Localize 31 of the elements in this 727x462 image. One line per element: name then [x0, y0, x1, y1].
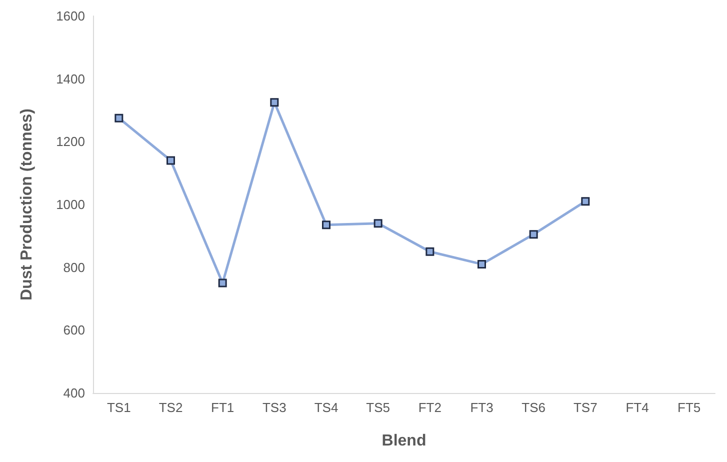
point — [218, 278, 227, 288]
y-tick-label: 1600 — [56, 8, 85, 24]
x-tick-label: TS5 — [366, 400, 390, 415]
point — [529, 230, 538, 239]
x-tick-label: TS3 — [262, 400, 286, 415]
x-tick-label: FT5 — [678, 400, 701, 415]
point — [270, 98, 279, 107]
point — [322, 220, 330, 230]
y-tick-label: 800 — [63, 260, 85, 275]
y-axis-title: Dust Production (tonnes) — [18, 108, 36, 300]
x-tick-label: FT1 — [211, 400, 234, 415]
x-tick-label: TS2 — [158, 400, 183, 415]
point — [426, 247, 434, 256]
x-axis-title: Blend — [382, 432, 426, 450]
x-tick-label: TS1 — [106, 400, 131, 415]
point — [374, 219, 382, 228]
point — [114, 114, 124, 122]
y-tick-label: 1000 — [56, 197, 85, 212]
x-tick-label: FT4 — [626, 400, 649, 415]
x-tick-label: TS4 — [314, 400, 338, 415]
y-tick-label: 1200 — [56, 134, 85, 150]
y-tick-label: 1400 — [56, 71, 85, 86]
x-tick-label: TS6 — [522, 400, 546, 415]
y-tick-label: 400 — [63, 386, 85, 400]
point — [581, 197, 590, 206]
x-tick-label: TS7 — [573, 400, 598, 415]
y-tick-label: 600 — [63, 322, 85, 338]
point — [478, 260, 486, 268]
point — [166, 156, 175, 165]
x-tick-label: FT2 — [418, 400, 442, 415]
x-tick-label: FT3 — [470, 400, 494, 415]
